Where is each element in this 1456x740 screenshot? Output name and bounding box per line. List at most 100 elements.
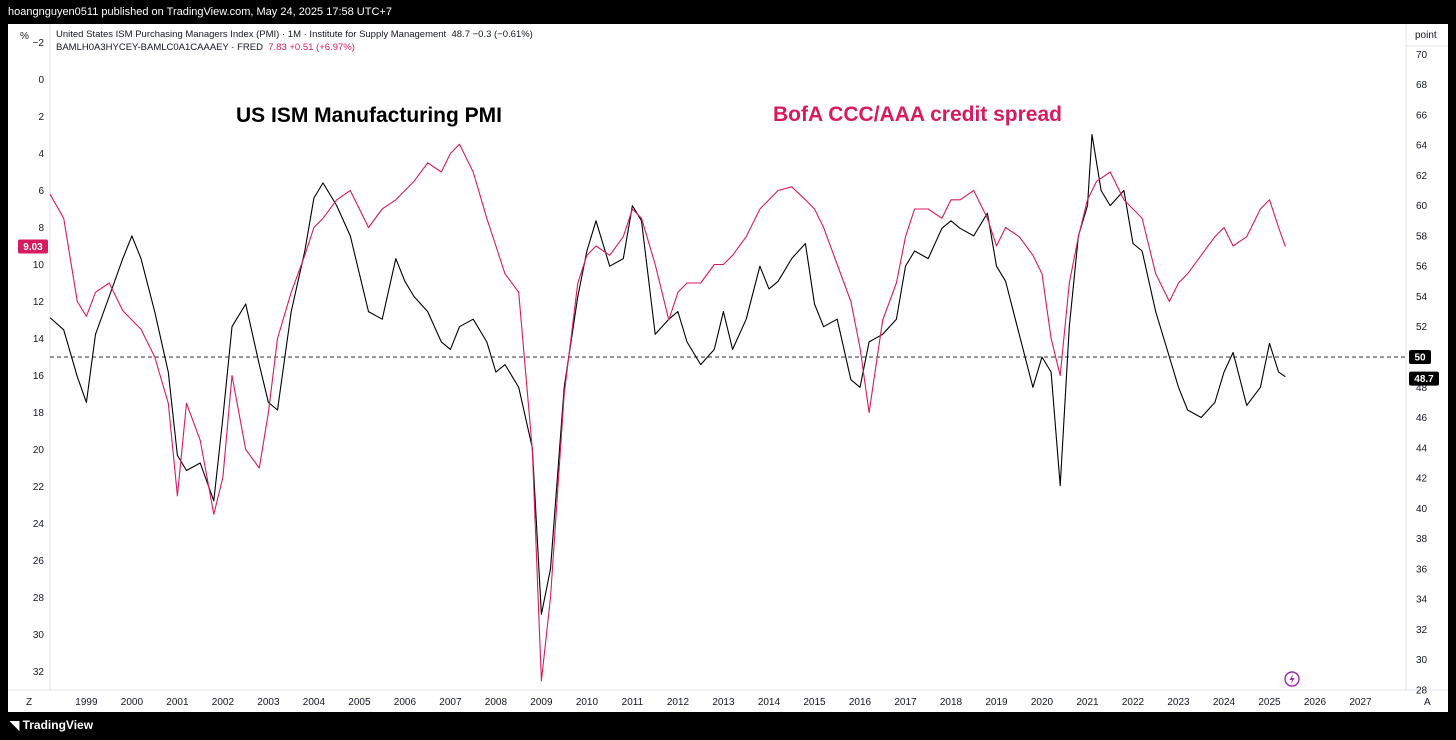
reference-value-badge: 50 bbox=[1409, 350, 1431, 364]
legend-spread-name: BAMLH0A3HYCEY-BAMLC0A1CAAAEY · FRED bbox=[56, 42, 263, 53]
legend-spread-values: 7.83 +0.51 (+6.97%) bbox=[268, 42, 355, 53]
x-tick-label: 2006 bbox=[394, 697, 417, 708]
left-tick-label: 30 bbox=[33, 630, 45, 641]
right-tick-label: 36 bbox=[1416, 564, 1428, 575]
left-tick-label: 8 bbox=[38, 223, 44, 234]
right-tick-label: 66 bbox=[1416, 110, 1428, 121]
left-tick-label: −2 bbox=[33, 38, 45, 49]
right-tick-label: 70 bbox=[1416, 50, 1428, 61]
tradingview-logo[interactable]: ◥ TradingView bbox=[10, 718, 93, 732]
right-tick-label: 34 bbox=[1416, 595, 1428, 606]
publish-header: hoangnguyen0511 published on TradingView… bbox=[0, 0, 1456, 24]
left-tick-label: 10 bbox=[33, 260, 45, 271]
left-tick-label: 24 bbox=[33, 519, 45, 530]
legend-pmi-values: 48.7 −0.3 (−0.61%) bbox=[451, 29, 533, 40]
x-tick-label: 2022 bbox=[1122, 697, 1145, 708]
left-tick-label: 6 bbox=[38, 186, 44, 197]
pmi-last-value-badge: 48.7 bbox=[1409, 371, 1439, 386]
publish-text: hoangnguyen0511 published on TradingView… bbox=[8, 6, 392, 18]
x-tick-label: 2001 bbox=[166, 697, 189, 708]
legend-row-spread[interactable]: BAMLH0A3HYCEY-BAMLC0A1CAAAEY · FRED 7.83… bbox=[56, 41, 533, 54]
left-tick-label: 28 bbox=[33, 593, 45, 604]
left-tick-label: 4 bbox=[38, 149, 44, 160]
bottom-right-corner[interactable]: A bbox=[1424, 697, 1431, 708]
pmi-annotation: US ISM Manufacturing PMI bbox=[236, 104, 502, 127]
x-tick-label: 2018 bbox=[940, 697, 963, 708]
left-tick-label: 0 bbox=[38, 75, 44, 86]
x-tick-label: 2017 bbox=[894, 697, 917, 708]
spread-last-value-badge: 9.03 bbox=[18, 239, 48, 254]
spread-line bbox=[49, 143, 1286, 682]
left-tick-label: 26 bbox=[33, 556, 45, 567]
spread-annotation: BofA CCC/AAA credit spread bbox=[773, 103, 1062, 126]
right-axis-ticks: 28 30 32 34 36 38 40 42 44 46 48 50 52 54 56 58 60 62 64 66… bbox=[1416, 50, 1428, 697]
x-tick-label: 2016 bbox=[849, 697, 872, 708]
right-tick-label: 58 bbox=[1416, 231, 1428, 242]
right-tick-label: 54 bbox=[1416, 292, 1428, 303]
spread-last-value-badge-text: 9.03 bbox=[23, 242, 43, 253]
x-tick-label: 2007 bbox=[439, 697, 462, 708]
bottom-left-corner[interactable]: Z bbox=[26, 697, 32, 708]
x-tick-label: 2003 bbox=[257, 697, 280, 708]
right-axis-unit: point bbox=[1415, 30, 1437, 41]
left-tick-label: 22 bbox=[33, 482, 45, 493]
x-tick-label: 2012 bbox=[667, 697, 690, 708]
series-lines bbox=[49, 133, 1406, 682]
x-tick-label: 2021 bbox=[1076, 697, 1099, 708]
x-tick-label: 2000 bbox=[121, 697, 144, 708]
chart-svg[interactable]: % point Z A US ISM Manufacturing PMI Bof… bbox=[8, 24, 1448, 712]
lightning-icon-circle[interactable] bbox=[1284, 671, 1300, 687]
reference-value-badge-bg bbox=[1409, 350, 1431, 364]
left-tick-label: 20 bbox=[33, 445, 45, 456]
left-tick-label: 12 bbox=[33, 297, 45, 308]
right-tick-label: 42 bbox=[1416, 474, 1428, 485]
legend: United States ISM Purchasing Managers In… bbox=[56, 28, 533, 54]
reference-value-badge-text: 50 bbox=[1414, 353, 1426, 364]
x-tick-label: 2026 bbox=[1304, 697, 1327, 708]
tradingview-logo-icon: ◥ bbox=[10, 718, 20, 732]
pmi-line bbox=[49, 133, 1286, 615]
x-tick-label: 2014 bbox=[758, 697, 781, 708]
right-tick-label: 44 bbox=[1416, 443, 1428, 454]
right-tick-label: 52 bbox=[1416, 322, 1428, 333]
chart-frame[interactable]: % point Z A US ISM Manufacturing PMI Bof… bbox=[8, 24, 1448, 712]
pmi-last-value-badge-bg bbox=[1409, 371, 1439, 386]
x-tick-label: 1999 bbox=[75, 697, 98, 708]
x-tick-label: 2020 bbox=[1031, 697, 1054, 708]
right-tick-label: 48 bbox=[1416, 383, 1428, 394]
x-tick-label: 2019 bbox=[985, 697, 1008, 708]
x-tick-label: 2025 bbox=[1258, 697, 1281, 708]
x-tick-label: 2010 bbox=[576, 697, 599, 708]
right-tick-label: 32 bbox=[1416, 625, 1428, 636]
right-tick-label: 38 bbox=[1416, 534, 1428, 545]
x-axis-ticks: 1999 2000 2001 2002 2003 2004 2005 2006 2007 2008… bbox=[75, 697, 1372, 708]
right-tick-label: 46 bbox=[1416, 413, 1428, 424]
left-tick-label: 2 bbox=[38, 112, 44, 123]
last-value-labels: 50 48.7 9.03 bbox=[18, 239, 1439, 386]
left-axis-unit: % bbox=[20, 31, 29, 42]
right-tick-label: 60 bbox=[1416, 201, 1428, 212]
right-tick-label: 30 bbox=[1416, 655, 1428, 666]
left-tick-label: 16 bbox=[33, 371, 45, 382]
x-tick-label: 2027 bbox=[1349, 697, 1372, 708]
lightning-icon[interactable] bbox=[1284, 671, 1300, 687]
legend-row-pmi[interactable]: United States ISM Purchasing Managers In… bbox=[56, 28, 533, 41]
x-tick-label: 2008 bbox=[485, 697, 508, 708]
footer-bar: ◥ TradingView bbox=[0, 712, 1456, 740]
spread-last-value-badge-bg bbox=[18, 239, 48, 254]
right-tick-label: 68 bbox=[1416, 80, 1428, 91]
left-tick-label: 18 bbox=[33, 408, 45, 419]
right-tick-label: 28 bbox=[1416, 686, 1428, 697]
tradingview-brand: TradingView bbox=[22, 718, 94, 732]
right-tick-label: 56 bbox=[1416, 262, 1428, 273]
pmi-last-value-badge-text: 48.7 bbox=[1414, 374, 1434, 385]
lightning-icon-bolt[interactable] bbox=[1289, 674, 1295, 684]
right-tick-label: 64 bbox=[1416, 141, 1428, 152]
x-tick-label: 2023 bbox=[1167, 697, 1190, 708]
right-tick-label: 62 bbox=[1416, 171, 1428, 182]
x-tick-label: 2013 bbox=[712, 697, 735, 708]
legend-pmi-name: United States ISM Purchasing Managers In… bbox=[56, 29, 447, 40]
x-tick-label: 2004 bbox=[303, 697, 326, 708]
x-tick-label: 2015 bbox=[803, 697, 826, 708]
